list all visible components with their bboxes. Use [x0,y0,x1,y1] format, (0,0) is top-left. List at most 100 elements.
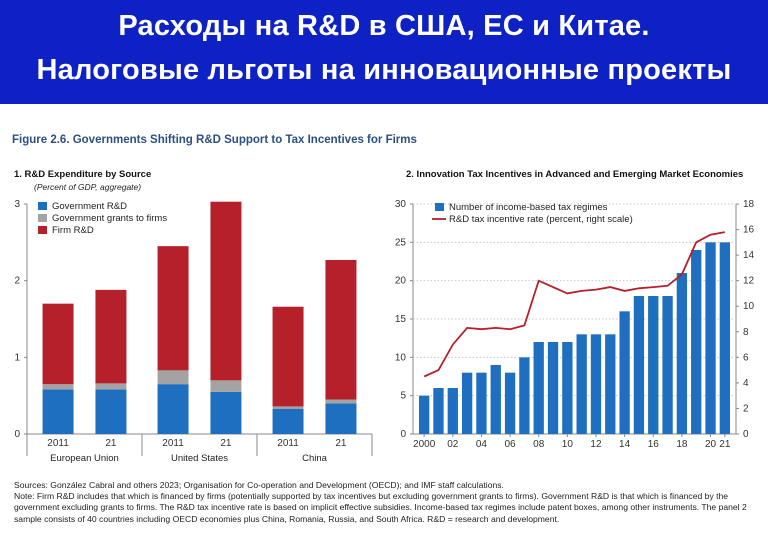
x-tick-label: 2011 [47,438,69,449]
government-grants-bar [42,384,74,390]
firm-rd-bar [95,289,127,384]
y-tick-label: 3 [14,199,20,210]
tax-regime-bar [476,372,487,434]
government-grants-bar [210,380,242,392]
right-tick-label: 0 [743,429,749,440]
x-tick-label: 04 [476,439,488,450]
x-tick-label: 10 [562,439,574,450]
right-tick-label: 6 [743,352,749,363]
tax-regime-bar [590,334,602,434]
tax-regime-bar [547,342,559,434]
x-tick-label: 02 [447,439,459,450]
x-tick-label: 14 [619,439,631,450]
left-tick-label: 30 [395,199,407,210]
panel-1-chart: 0 1 2 3 2011 21 2011 21 2011 21 European Union Unit… [14,199,373,464]
tax-regime-bar [461,372,473,434]
legend-label: Government R&D [52,201,127,212]
government-grants-bar [95,383,127,390]
x-tick-label: 16 [648,439,660,450]
tax-regime-bar [648,296,659,434]
tax-incentive-rate-line [423,231,725,378]
x-tick-label: 20 [705,439,717,450]
government-rd-bar [210,391,242,434]
left-tick-label: 15 [395,314,407,325]
right-tick-label: 14 [743,250,755,261]
y-tick-label: 1 [14,352,20,363]
group-label: European Union [50,453,119,464]
y-tick-label: 2 [14,276,20,287]
x-tick-label: 18 [676,439,688,450]
tax-regime-bar [562,342,573,434]
right-tick-label: 4 [743,378,749,389]
tax-regime-bar [691,250,702,434]
government-rd-bar [157,384,189,434]
legend-swatch [38,226,47,234]
firm-rd-bar [325,259,357,400]
right-tick-label: 2 [743,403,749,414]
x-tick-label: 21 [220,438,232,449]
tax-regime-bar [433,388,444,434]
x-tick-label: 21 [719,439,731,450]
x-tick-label: 06 [505,439,517,450]
left-tick-label: 10 [395,352,407,363]
legend-swatch [38,202,47,210]
legend-label: Number of income-based tax regimes [449,202,608,213]
government-rd-bar [272,408,304,434]
panel-2-title: 2. Innovation Tax Incentives in Advanced… [406,169,744,180]
right-tick-label: 16 [743,225,755,236]
right-tick-label: 10 [743,301,755,312]
x-tick-label: 21 [105,438,117,449]
firm-rd-bar [42,303,74,385]
x-tick-label: 2011 [162,438,184,449]
panel-1-title: 1. R&D Expenditure by Source [14,169,152,180]
tax-regime-bar [705,242,716,434]
government-rd-bar [42,389,74,434]
x-tick-label: 21 [335,438,347,449]
tax-regime-bar [619,311,630,434]
figure-notes: Sources: González Cabral and others 2023… [14,480,759,525]
tax-regime-bar [533,342,544,434]
tax-regime-bar [576,334,587,434]
right-tick-label: 18 [743,199,755,210]
x-tick-label: 12 [590,439,602,450]
tax-regime-bar [605,334,616,434]
tax-regime-bar [504,372,516,434]
panel-1-subtitle: (Percent of GDP, aggregate) [34,182,142,192]
government-grants-bar [272,406,304,409]
government-grants-bar [157,370,189,385]
figure-title: Figure 2.6. Governments Shifting R&D Sup… [12,134,417,146]
legend-label: R&D tax incentive rate (percent, right s… [449,214,633,225]
left-tick-label: 25 [395,237,407,248]
y-tick-label: 0 [14,429,20,440]
sources-text: Sources: González Cabral and others 2023… [14,480,504,490]
firm-rd-bar [272,306,304,407]
tax-regime-bar [662,296,673,434]
tax-regime-bar [633,296,645,434]
tax-regime-bar [419,395,430,434]
left-tick-label: 0 [400,429,406,440]
tax-regime-bar [447,388,458,434]
note-text: Note: Firm R&D includes that which is fi… [14,491,747,524]
group-label: United States [171,453,228,464]
group-label: China [302,453,328,464]
government-rd-bar [95,389,127,434]
tax-regime-bar [676,273,688,434]
legend-swatch [435,203,444,211]
x-tick-label: 2011 [277,438,299,449]
legend-label: Firm R&D [52,225,94,236]
banner-title-line-1: Расходы на R&D в США, ЕС и Китае. [118,10,650,42]
firm-rd-bar [210,201,242,381]
legend-swatch [38,214,47,222]
title-banner: Расходы на R&D в США, ЕС и Китае. Налого… [0,0,768,104]
left-tick-label: 20 [395,276,407,287]
legend-label: Government grants to firms [52,213,167,224]
banner-title-line-2: Налоговые льготы на инновационные проект… [36,54,732,86]
government-grants-bar [325,399,357,404]
tax-regime-bar [519,357,530,434]
firm-rd-bar [157,246,189,371]
right-tick-label: 12 [743,276,755,287]
right-tick-label: 8 [743,327,749,338]
tax-regime-bar [719,242,730,434]
x-tick-label: 08 [533,439,545,450]
